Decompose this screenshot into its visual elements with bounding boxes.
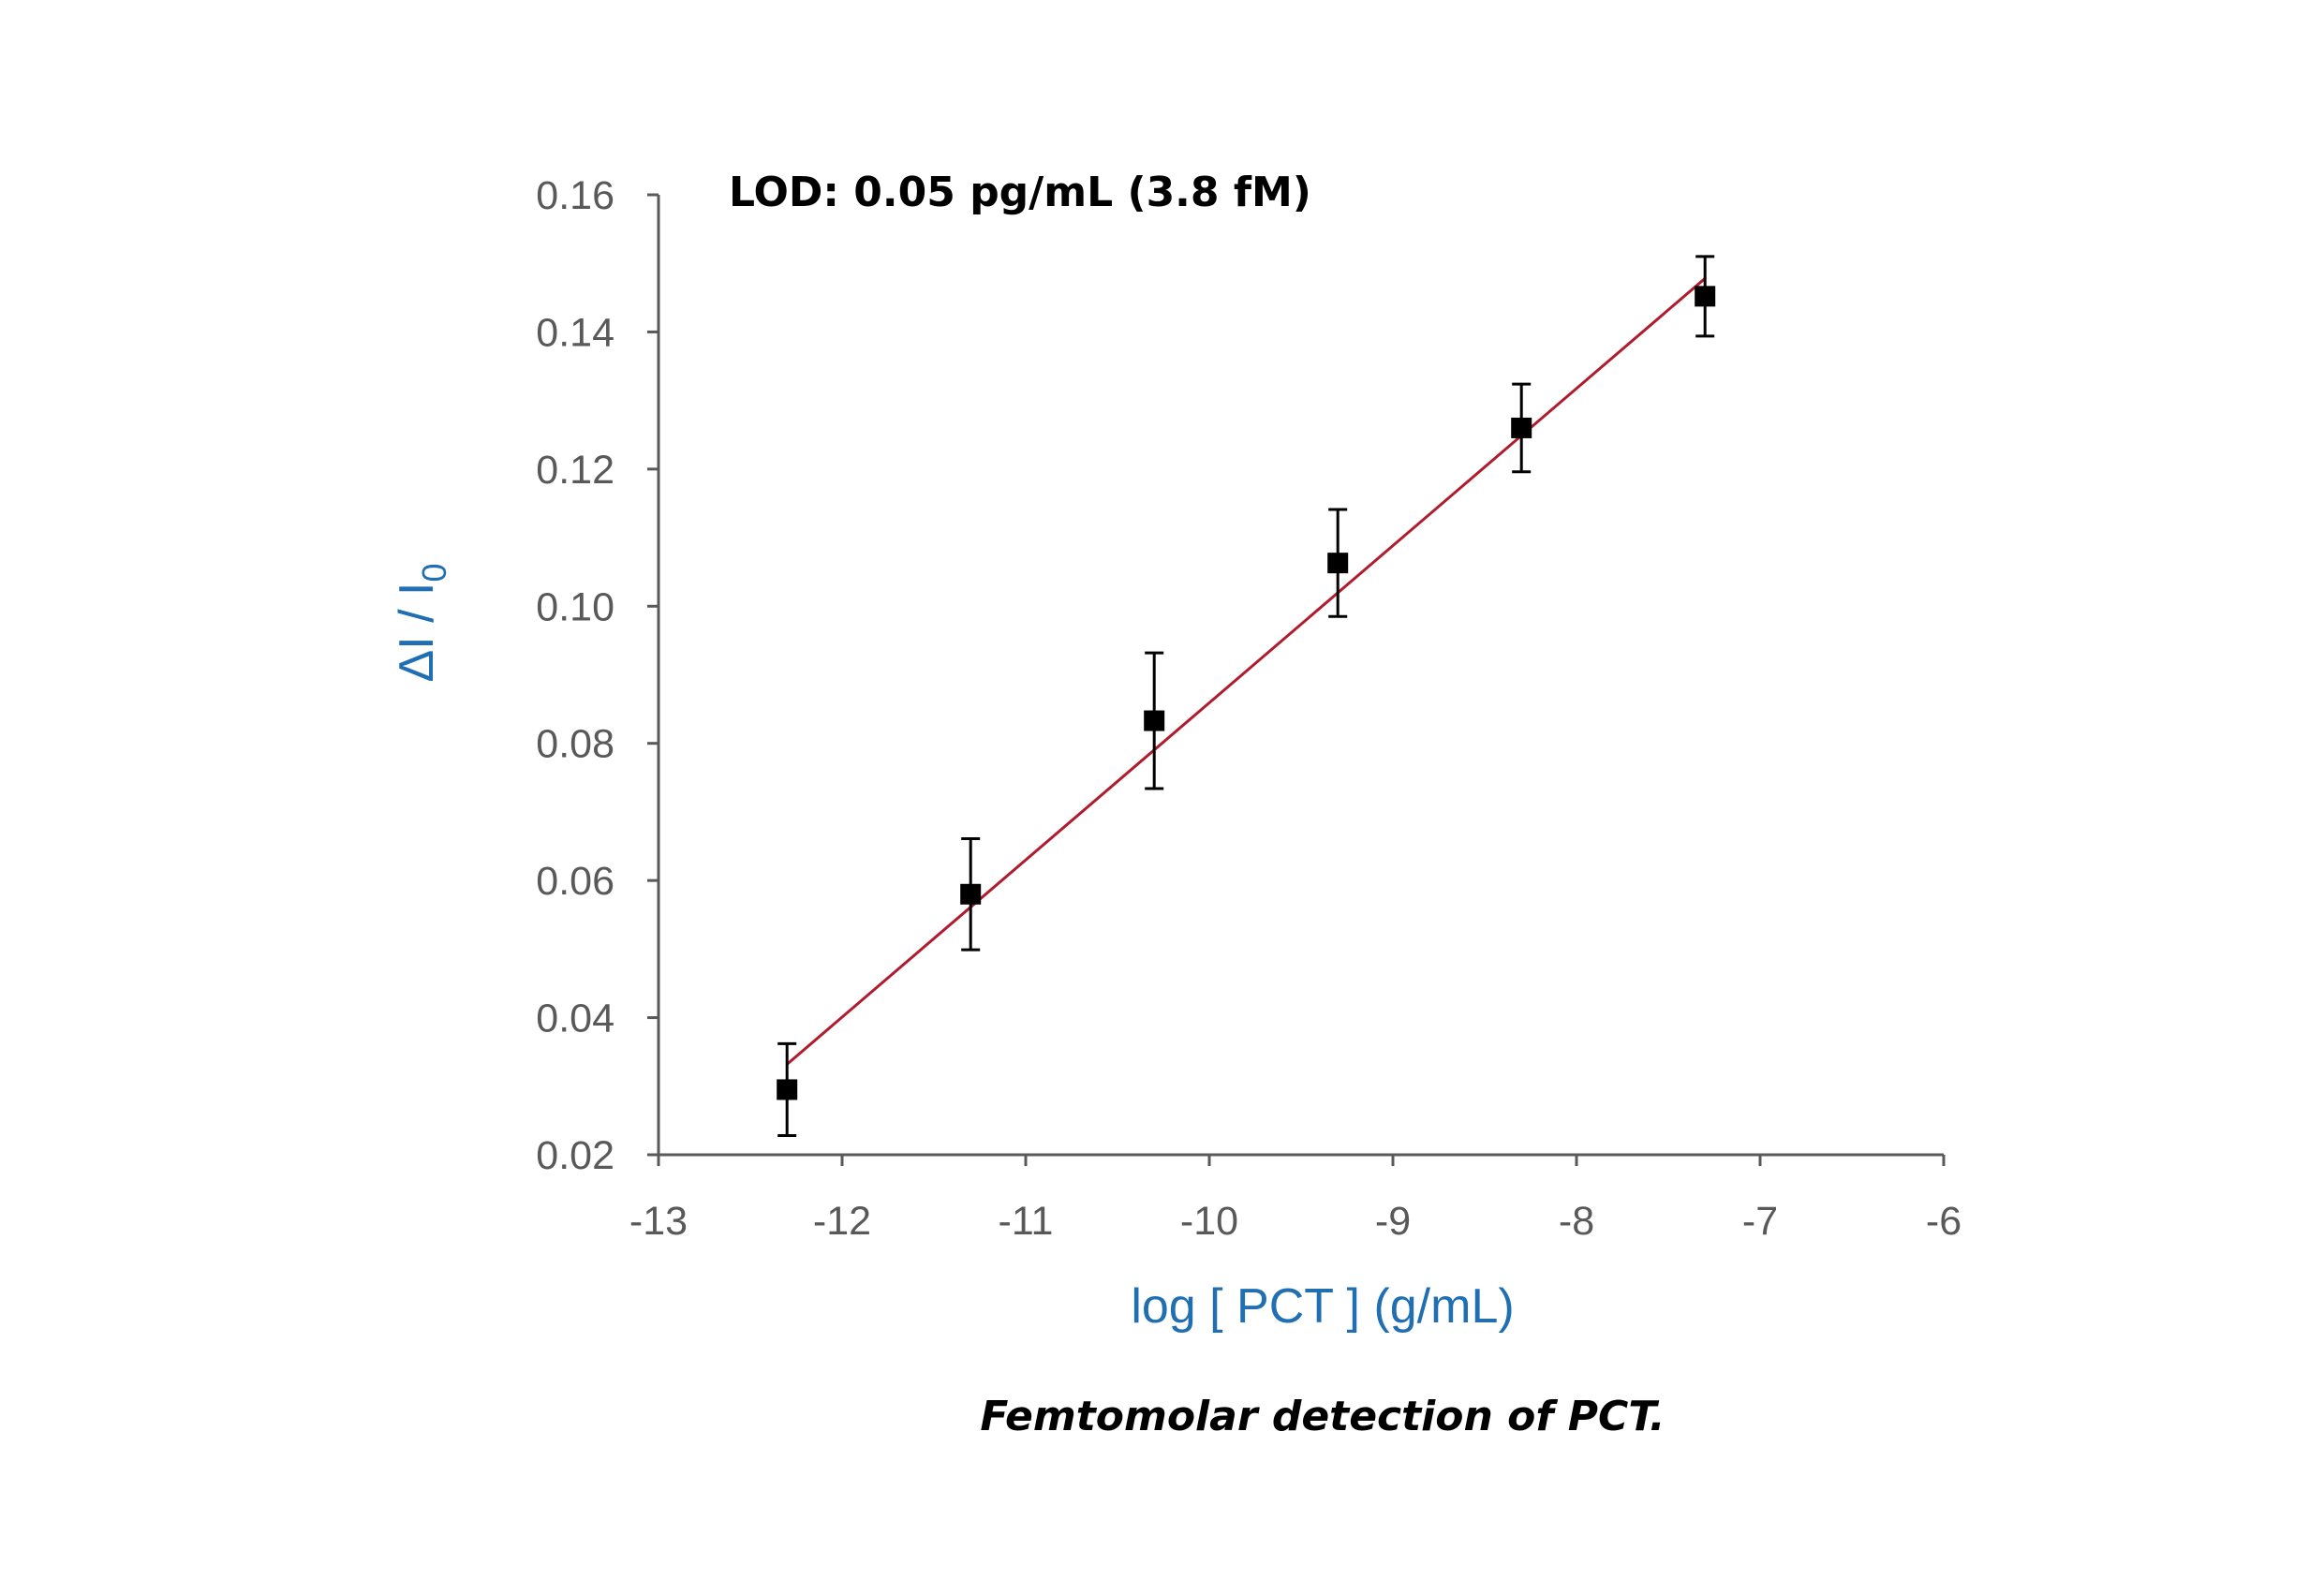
x-tick-label: -12 [813,1199,871,1244]
fit-line-group [786,277,1707,1066]
x-tick-label: -7 [1742,1199,1778,1244]
figure-caption: Femtomolar detection of PCT. [980,1393,1665,1440]
data-point-group [777,1041,798,1137]
y-tick-label: 0.02 [536,1133,614,1178]
y-tick-label: 0.10 [536,584,614,629]
y-axis-title-text: ΔI / I0 [390,563,453,682]
x-tick-label: -13 [629,1199,688,1244]
data-points [777,255,1716,1137]
y-tick-label: 0.06 [536,859,614,904]
data-point-marker [1327,553,1349,574]
y-tick-label: 0.16 [536,173,614,218]
data-point-group [960,836,982,952]
data-point-marker [777,1079,798,1100]
lod-annotation: LOD: 0.05 pg/mL (3.8 fM) [729,169,1311,216]
x-tick-label: -8 [1559,1199,1594,1244]
x-axis-title: log [ PCT ] (g/mL) [1131,1279,1514,1334]
y-tick-label: 0.04 [536,996,614,1041]
y-axis-title-main: ΔI / I [390,583,444,683]
tick-labels: -13 -12 -11 -10 -9 -8 -7 -6 0.02 0.04 0.06 0.08 0.10… [536,173,1961,1244]
data-point-marker [1511,417,1532,438]
y-axis-title: ΔI / I0 [390,563,453,682]
data-point-marker [1695,286,1716,307]
data-point-marker [1144,710,1165,731]
data-point-group [1511,382,1532,474]
x-tick-label: -9 [1375,1199,1411,1244]
x-tick-label: -11 [999,1199,1054,1244]
y-tick-label: 0.08 [536,722,614,767]
x-tick-label: -6 [1926,1199,1961,1244]
axes [647,193,1946,1166]
y-tick-label: 0.12 [536,448,614,493]
x-tick-label: -10 [1180,1199,1238,1244]
fit-line [786,277,1707,1066]
data-point-marker [960,883,982,905]
data-point-group [1327,508,1349,618]
y-tick-label: 0.14 [536,310,614,355]
data-point-group [1144,651,1165,790]
data-point-group [1695,255,1716,338]
y-axis-title-subscript: 0 [415,563,453,582]
